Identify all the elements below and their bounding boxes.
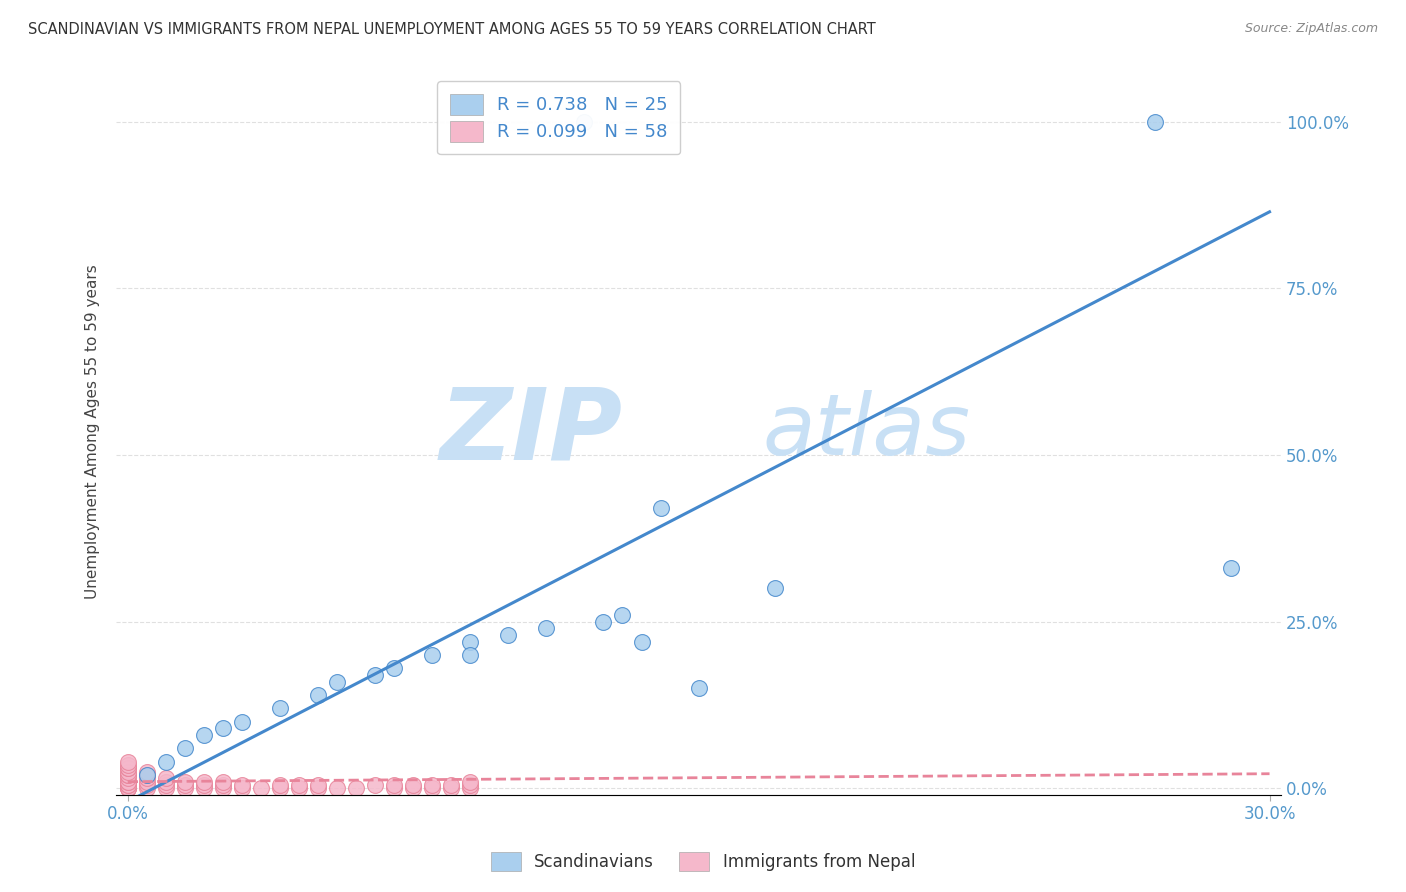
Legend: Scandinavians, Immigrants from Nepal: Scandinavians, Immigrants from Nepal [482,843,924,880]
Point [307,688,329,702]
Point [1220,561,1243,575]
Point [211,781,233,796]
Point [211,778,233,792]
Point [117,781,139,796]
Point [326,781,349,796]
Point [193,781,215,796]
Point [364,778,387,792]
Point [117,774,139,789]
Point [420,781,443,796]
Point [250,781,273,796]
Text: atlas: atlas [762,391,970,474]
Point [193,778,215,792]
Point [155,772,177,786]
Point [458,781,481,796]
Point [536,622,558,636]
Point [458,778,481,792]
Point [135,781,157,796]
Point [193,728,215,742]
Point [117,761,139,775]
Point [402,781,425,796]
Text: ZIP: ZIP [440,384,623,480]
Point [382,661,405,675]
Point [135,768,157,782]
Point [326,674,349,689]
Point [155,781,177,796]
Point [402,778,425,792]
Point [117,755,139,769]
Point [344,781,367,796]
Point [688,681,710,696]
Point [135,768,157,782]
Point [117,774,139,789]
Point [307,781,329,796]
Point [117,768,139,782]
Point [173,781,195,796]
Point [117,764,139,779]
Point [155,755,177,769]
Point [440,781,463,796]
Point [307,778,329,792]
Point [173,741,195,756]
Point [211,774,233,789]
Point [155,778,177,792]
Point [420,778,443,792]
Point [612,608,634,623]
Point [269,701,291,715]
Point [458,774,481,789]
Point [288,778,311,792]
Point [1144,115,1167,129]
Point [498,628,520,642]
Point [117,778,139,792]
Point [117,781,139,796]
Text: SCANDINAVIAN VS IMMIGRANTS FROM NEPAL UNEMPLOYMENT AMONG AGES 55 TO 59 YEARS COR: SCANDINAVIAN VS IMMIGRANTS FROM NEPAL UN… [28,22,876,37]
Point [231,781,253,796]
Point [117,781,139,796]
Point [650,501,672,516]
Point [135,772,157,786]
Point [458,648,481,662]
Point [231,714,253,729]
Point [117,778,139,792]
Point [269,781,291,796]
Point [155,774,177,789]
Text: Source: ZipAtlas.com: Source: ZipAtlas.com [1244,22,1378,36]
Point [117,761,139,775]
Point [458,634,481,648]
Point [173,778,195,792]
Legend: R = 0.738   N = 25, R = 0.099   N = 58: R = 0.738 N = 25, R = 0.099 N = 58 [437,81,681,154]
Point [382,781,405,796]
Point [288,781,311,796]
Point [117,758,139,772]
Point [173,774,195,789]
Point [117,772,139,786]
Point [211,722,233,736]
Point [592,615,614,629]
Point [231,778,253,792]
Point [630,634,652,648]
Point [364,668,387,682]
Point [763,582,786,596]
Y-axis label: Unemployment Among Ages 55 to 59 years: Unemployment Among Ages 55 to 59 years [86,264,100,599]
Point [193,774,215,789]
Point [440,778,463,792]
Point [117,781,139,796]
Point [135,774,157,789]
Point [269,778,291,792]
Point [117,768,139,782]
Point [574,115,596,129]
Point [135,764,157,779]
Point [420,648,443,662]
Point [135,778,157,792]
Point [382,778,405,792]
